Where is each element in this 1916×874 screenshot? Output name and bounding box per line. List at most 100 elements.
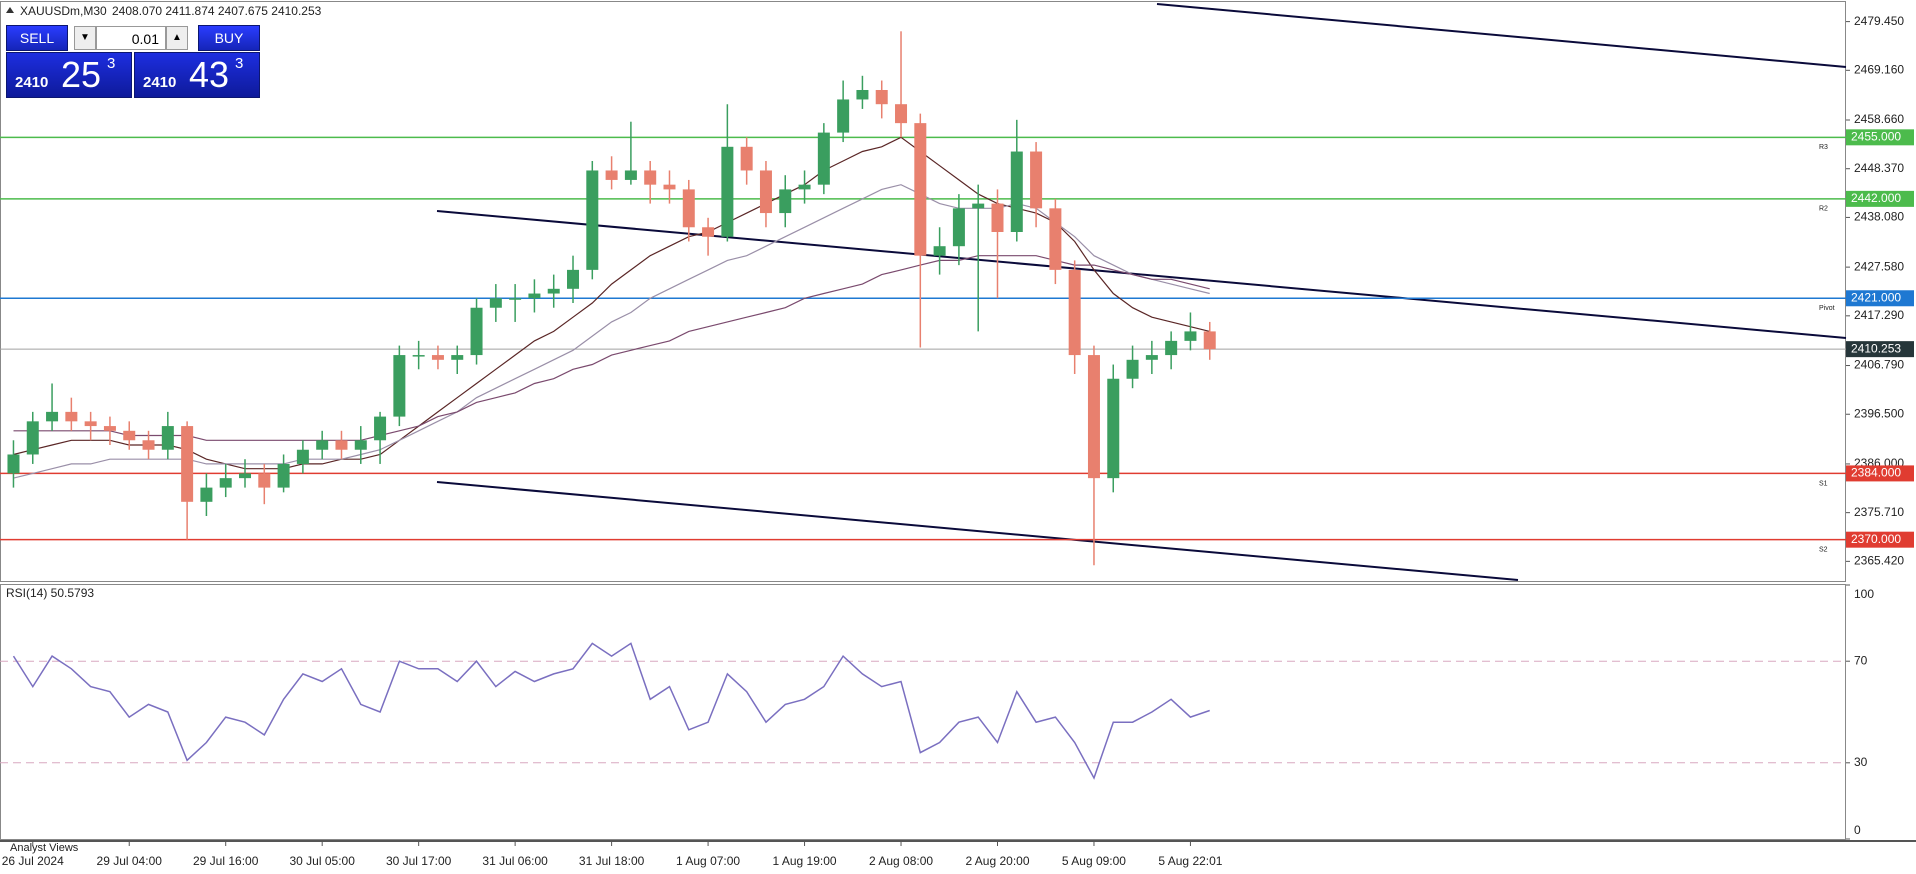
candle-body: [798, 184, 811, 190]
candle-body: [161, 426, 174, 450]
y-tick-label: 0: [1854, 823, 1861, 837]
candle-body: [200, 487, 213, 502]
y-tick-label: 100: [1854, 587, 1874, 601]
moving-average: [13, 255, 1210, 441]
candle-body: [1107, 378, 1120, 479]
y-tick-label: 2375.710: [1854, 505, 1904, 519]
sell-price[interactable]: 2410 25 3: [6, 52, 132, 98]
sell-price-big: 2410: [15, 74, 49, 91]
level-box: [1846, 465, 1914, 482]
candle-body: [84, 421, 97, 427]
candle-body: [26, 421, 39, 455]
candle-body: [779, 189, 792, 214]
candle-body: [624, 170, 637, 180]
y-tick-label: 30: [1854, 755, 1868, 769]
candle-body: [277, 463, 290, 488]
x-tick-label: 5 Aug 22:01: [1158, 854, 1222, 868]
moving-average: [13, 184, 1210, 479]
quote: 2408.070 2411.874 2407.675 2410.253: [112, 4, 322, 18]
x-tick-label: 31 Jul 18:00: [579, 854, 645, 868]
y-tick-label: 2406.790: [1854, 358, 1904, 372]
level-label: 2421.000: [1851, 290, 1901, 304]
last-price-box: [1846, 341, 1914, 358]
candle-body: [759, 170, 772, 214]
level-label: 2370.000: [1851, 532, 1901, 546]
candle-body: [605, 170, 618, 180]
candle-body: [316, 440, 329, 450]
level-name: R3: [1819, 144, 1828, 151]
x-tick-label: 29 Jul 04:00: [97, 854, 163, 868]
buy-price-main: 43: [189, 54, 230, 95]
level-name: S1: [1819, 480, 1828, 487]
candle-body: [991, 203, 1004, 233]
volume-up[interactable]: ▲: [166, 26, 188, 50]
candle-body: [1030, 151, 1043, 209]
candle-body: [489, 298, 502, 308]
volume-down[interactable]: ▼: [74, 26, 96, 50]
collapse-icon[interactable]: [6, 7, 14, 13]
level-box: [1846, 129, 1914, 146]
buy-price-sup: 3: [235, 55, 244, 72]
candle-body: [721, 146, 734, 237]
candle-body: [644, 170, 657, 185]
rsi-title: RSI(14) 50.5793: [6, 586, 94, 600]
symbol: XAUUSDm,M30: [20, 4, 107, 18]
volume-input[interactable]: 0.01: [96, 26, 166, 50]
y-tick-label: 2448.370: [1854, 161, 1904, 175]
trend-line: [436, 210, 1847, 339]
x-tick-label: 1 Aug 07:00: [676, 854, 740, 868]
candle-body: [586, 170, 599, 270]
candle-body: [1126, 359, 1139, 379]
candle-body: [817, 132, 830, 185]
x-tick-label: 30 Jul 05:00: [289, 854, 355, 868]
candle-body: [142, 440, 155, 450]
sell-button[interactable]: SELL: [6, 25, 68, 51]
buy-price[interactable]: 2410 43 3: [134, 52, 260, 98]
sell-price-main: 25: [61, 54, 102, 95]
candle-body: [1203, 331, 1216, 350]
candle-body: [374, 416, 387, 441]
buy-price-big: 2410: [143, 74, 177, 91]
x-tick-label: 26 Jul 2024: [2, 854, 64, 868]
x-tick-label: 29 Jul 16:00: [193, 854, 259, 868]
candle-body: [682, 189, 695, 228]
x-tick-label: 5 Aug 09:00: [1062, 854, 1126, 868]
last-price-label: 2410.253: [1851, 341, 1901, 355]
candle-body: [1165, 340, 1178, 356]
candle-body: [103, 426, 116, 431]
candle-body: [431, 355, 444, 360]
candle-body: [46, 411, 59, 422]
candle-body: [7, 454, 20, 474]
y-tick-label: 2396.500: [1854, 406, 1904, 420]
candle-body: [335, 440, 348, 450]
candle-body: [856, 89, 869, 100]
level-label: 2442.000: [1851, 191, 1901, 205]
candle-body: [1010, 151, 1023, 233]
buy-button[interactable]: BUY: [198, 25, 260, 51]
level-name: S2: [1819, 547, 1828, 554]
candle-body: [1184, 331, 1197, 341]
y-tick-label: 2438.080: [1854, 210, 1904, 224]
x-tick-label: 2 Aug 08:00: [869, 854, 933, 868]
candle-body: [181, 426, 194, 502]
candle-body: [258, 473, 271, 488]
level-name: R2: [1819, 206, 1828, 213]
rsi-line: [12, 642, 1210, 780]
moving-average: [13, 136, 1210, 470]
candle-body: [412, 355, 425, 357]
candle-body: [528, 293, 541, 299]
candle-body: [914, 123, 927, 256]
candle-body: [354, 440, 367, 450]
candle-body: [451, 355, 464, 360]
y-tick-label: 2458.660: [1854, 112, 1904, 126]
candle-body: [933, 246, 946, 256]
candle-body: [470, 307, 483, 356]
trend-line: [1156, 3, 1847, 68]
price-panel-frame: [0, 1, 1846, 582]
candle-body: [895, 104, 908, 124]
level-box: [1846, 290, 1914, 307]
candle-body: [123, 430, 136, 441]
candle-body: [702, 227, 715, 237]
